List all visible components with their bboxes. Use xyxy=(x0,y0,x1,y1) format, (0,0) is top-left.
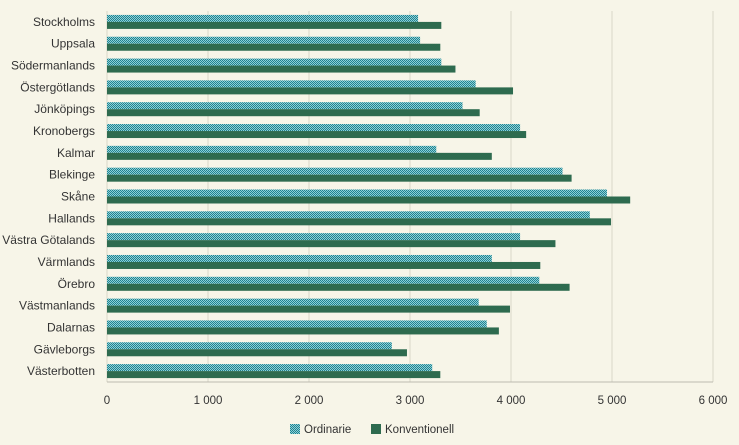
bar-ordinarie-3 xyxy=(107,80,476,88)
bar-ordinarie-0 xyxy=(107,14,419,22)
bar-konventionell-8 xyxy=(107,196,631,204)
category-label: Hallands xyxy=(48,211,95,225)
category-label: Uppsala xyxy=(51,37,95,51)
x-tick-label: 5 000 xyxy=(598,395,627,407)
bars xyxy=(107,14,631,379)
bar-konventionell-15 xyxy=(107,349,407,357)
category-label: Blekinge xyxy=(49,168,95,182)
bar-konventionell-11 xyxy=(107,261,541,269)
category-label: Kalmar xyxy=(57,146,95,160)
bar-ordinarie-15 xyxy=(107,342,392,350)
category-label: Östergötlands xyxy=(20,80,95,94)
bar-ordinarie-6 xyxy=(107,145,437,153)
bar-ordinarie-13 xyxy=(107,298,479,306)
bar-ordinarie-10 xyxy=(107,233,521,241)
bar-konventionell-7 xyxy=(107,174,572,182)
category-label: Örebro xyxy=(58,277,96,291)
bar-konventionell-12 xyxy=(107,283,570,291)
category-label: Jönköpings xyxy=(34,102,95,116)
bar-ordinarie-12 xyxy=(107,276,540,284)
bar-konventionell-10 xyxy=(107,240,556,248)
category-label: Värmlands xyxy=(38,255,95,269)
bar-ordinarie-2 xyxy=(107,58,442,66)
bar-ordinarie-1 xyxy=(107,36,421,44)
bar-konventionell-4 xyxy=(107,109,480,117)
bar-konventionell-1 xyxy=(107,43,441,51)
category-label: Kronobergs xyxy=(33,124,95,138)
category-label: Skåne xyxy=(61,190,95,204)
bar-konventionell-16 xyxy=(107,371,441,379)
bar-ordinarie-4 xyxy=(107,102,463,110)
bar-konventionell-9 xyxy=(107,218,611,226)
x-tick-label: 6 000 xyxy=(699,395,728,407)
category-label: Stockholms xyxy=(33,15,95,29)
legend-swatch-ordinarie xyxy=(290,424,300,434)
bar-konventionell-5 xyxy=(107,131,527,139)
legend-swatch-konventionell xyxy=(371,424,381,434)
category-label: Södermanlands xyxy=(11,59,95,73)
category-label: Gävleborgs xyxy=(34,342,95,356)
bar-ordinarie-7 xyxy=(107,167,563,175)
x-tick-label: 2 000 xyxy=(295,395,324,407)
bar-konventionell-14 xyxy=(107,327,499,335)
bar-konventionell-0 xyxy=(107,21,442,29)
bar-konventionell-6 xyxy=(107,152,492,160)
category-labels: Stockholms Uppsala Södermanlands Östergötla… xyxy=(2,15,95,378)
bar-ordinarie-9 xyxy=(107,211,590,219)
bar-ordinarie-5 xyxy=(107,124,521,132)
bar-ordinarie-8 xyxy=(107,189,607,197)
x-tick-label: 3 000 xyxy=(396,395,425,407)
legend-label: Konventionell xyxy=(385,424,454,436)
legend-label: Ordinarie xyxy=(304,424,351,436)
x-tick-label: 0 xyxy=(104,395,110,407)
category-label: Västra Götalands xyxy=(2,233,95,247)
category-label: Dalarnas xyxy=(47,320,95,334)
x-tick-labels: 0 1 000 2 000 3 000 4 000 5 000 6 000 xyxy=(104,395,728,407)
bar-ordinarie-14 xyxy=(107,320,487,328)
x-tick-label: 1 000 xyxy=(194,395,223,407)
legend: Ordinarie Konventionell xyxy=(290,424,454,436)
category-label: Västerbotten xyxy=(27,364,95,378)
bar-konventionell-3 xyxy=(107,87,514,95)
bar-ordinarie-16 xyxy=(107,364,433,372)
bar-konventionell-2 xyxy=(107,65,456,73)
bar-ordinarie-11 xyxy=(107,254,492,262)
bar-konventionell-13 xyxy=(107,305,510,313)
x-tick-label: 4 000 xyxy=(497,395,526,407)
category-label: Västmanlands xyxy=(19,299,95,313)
